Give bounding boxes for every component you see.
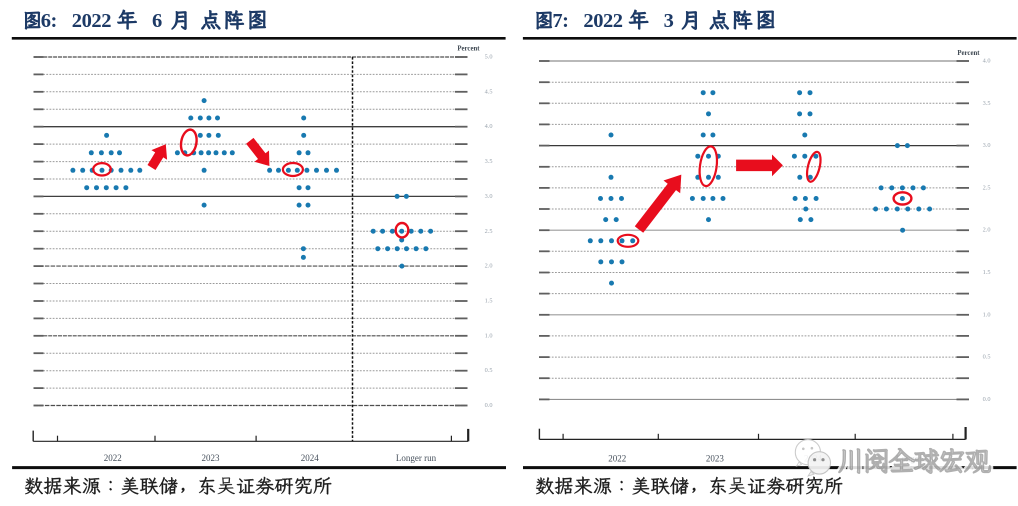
svg-text:5.0: 5.0 (485, 54, 493, 61)
svg-text:7:: 7: (552, 10, 568, 32)
svg-text:3.0: 3.0 (485, 193, 493, 200)
svg-text:0.0: 0.0 (485, 402, 493, 409)
svg-text:Percent: Percent (457, 46, 480, 53)
svg-text:2022: 2022 (72, 10, 111, 32)
svg-text:3: 3 (664, 10, 674, 32)
svg-text:1.0: 1.0 (485, 332, 493, 339)
svg-text:2.0: 2.0 (485, 263, 493, 270)
svg-text:3.0: 3.0 (983, 142, 991, 149)
svg-text:4.5: 4.5 (485, 88, 493, 95)
svg-text:Percent: Percent (957, 50, 980, 57)
svg-text:2023: 2023 (202, 453, 221, 463)
svg-text:6:: 6: (41, 10, 57, 32)
svg-text:1.5: 1.5 (983, 269, 991, 276)
svg-text:2024: 2024 (301, 453, 320, 463)
svg-text:2023: 2023 (706, 453, 725, 463)
svg-text:Longer run: Longer run (396, 453, 437, 463)
svg-text:2.5: 2.5 (983, 184, 991, 191)
svg-text:4.0: 4.0 (983, 58, 991, 65)
svg-text:3.5: 3.5 (485, 158, 493, 165)
svg-text:2.5: 2.5 (485, 228, 493, 235)
svg-text:0.5: 0.5 (983, 354, 991, 361)
svg-text:3.5: 3.5 (983, 100, 991, 107)
svg-text:4.0: 4.0 (485, 123, 493, 130)
svg-text:2022: 2022 (583, 10, 622, 32)
svg-text:0.5: 0.5 (485, 367, 493, 374)
svg-text:0.0: 0.0 (983, 396, 991, 403)
svg-text:6: 6 (152, 10, 162, 32)
svg-text:2022: 2022 (608, 453, 626, 463)
svg-text:2.0: 2.0 (983, 227, 991, 234)
svg-text:1.5: 1.5 (485, 298, 493, 305)
svg-text:1.0: 1.0 (983, 311, 991, 318)
svg-text:2022: 2022 (104, 453, 122, 463)
